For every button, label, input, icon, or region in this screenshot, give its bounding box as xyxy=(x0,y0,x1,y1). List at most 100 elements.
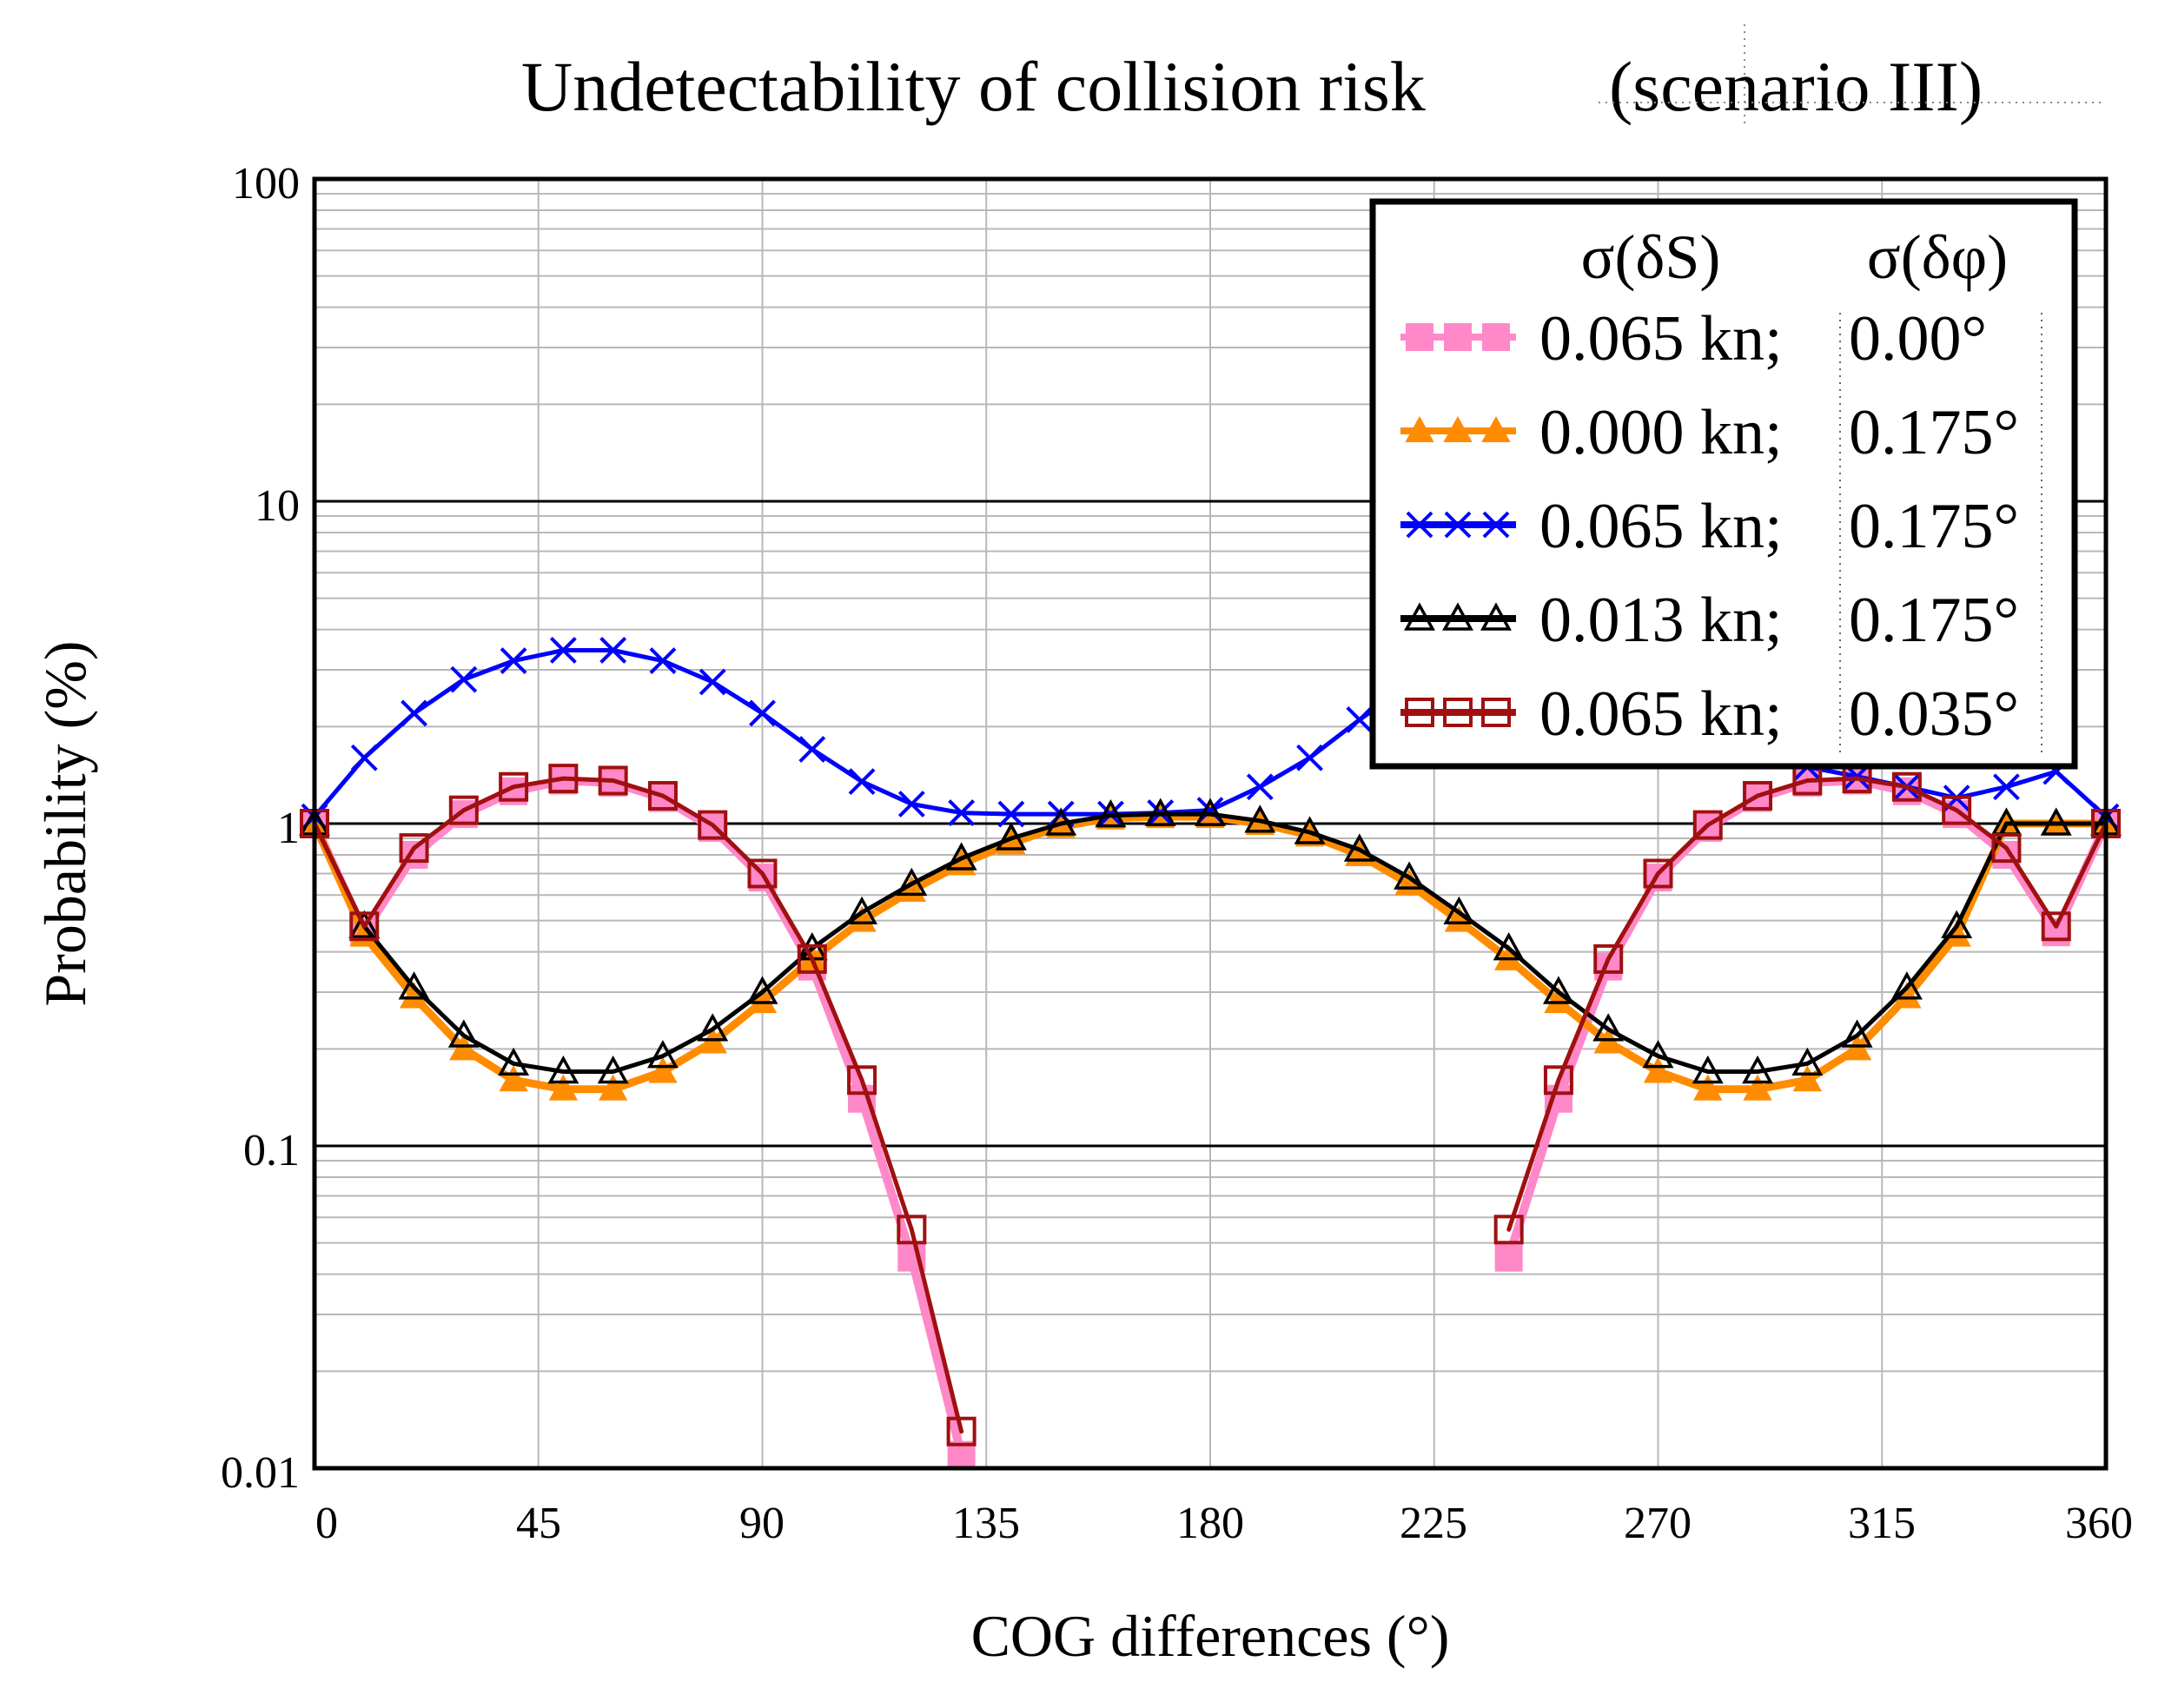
data-point-marker xyxy=(747,858,778,889)
data-point-marker xyxy=(547,1055,579,1084)
legend-label-heading: 0.035° xyxy=(1849,679,2019,750)
legend-entry: 0.000 kn; 0.175° xyxy=(1400,397,2019,468)
data-point-marker xyxy=(848,768,876,796)
data-point-marker xyxy=(1891,771,1922,802)
data-point-marker xyxy=(1692,1055,1724,1084)
data-point-marker xyxy=(598,1074,628,1101)
data-point-marker xyxy=(648,1056,678,1083)
data-point-marker xyxy=(1444,511,1472,539)
legend-header-heading: σ(δφ) xyxy=(1867,222,2008,292)
y-tick-label: 0.1 xyxy=(243,1126,300,1175)
data-point-marker xyxy=(897,1243,926,1272)
x-tick-label: 360 xyxy=(2065,1499,2133,1548)
legend-label-speed: 0.065 kn; xyxy=(1539,679,1783,750)
data-point-marker xyxy=(1246,773,1274,801)
data-point-marker xyxy=(399,833,429,864)
data-point-marker xyxy=(1941,910,1973,939)
x-tick-label: 225 xyxy=(1400,1499,1467,1548)
y-tick-label: 0.01 xyxy=(221,1448,300,1498)
data-point-marker xyxy=(1443,698,1473,727)
data-point-marker xyxy=(945,842,977,871)
data-point-marker xyxy=(1991,833,2022,864)
data-point-marker xyxy=(798,736,826,763)
x-tick-label: 315 xyxy=(1848,1499,1916,1548)
legend: σ(δS) σ(δφ) 0.065 kn; 0.00° 0.000 kn; 0.175… xyxy=(1369,198,2078,770)
data-point-marker xyxy=(1443,415,1473,442)
data-point-marker xyxy=(897,791,925,818)
legend-entry: 0.013 kn; 0.175° xyxy=(1400,585,2019,656)
data-point-marker xyxy=(1494,1243,1523,1272)
data-point-marker xyxy=(350,744,378,771)
data-point-marker xyxy=(997,800,1025,828)
data-point-marker xyxy=(797,943,827,974)
data-point-marker xyxy=(1742,1055,1774,1084)
data-point-marker xyxy=(846,896,878,925)
data-point-marker xyxy=(946,1416,977,1447)
legend-label-heading: 0.175° xyxy=(1849,397,2019,468)
legend-label-speed: 0.000 kn; xyxy=(1539,397,1783,468)
data-point-marker xyxy=(847,1065,877,1096)
legend-label-heading: 0.175° xyxy=(1849,491,2019,562)
data-point-marker xyxy=(1095,799,1127,828)
data-point-marker xyxy=(649,647,677,675)
data-point-marker xyxy=(1643,1056,1673,1083)
data-point-marker xyxy=(1444,323,1472,351)
data-point-marker xyxy=(1743,1074,1772,1101)
legend-label-heading: 0.00° xyxy=(1849,303,1987,374)
data-point-marker xyxy=(1406,511,1433,539)
data-point-marker xyxy=(1394,861,1426,890)
legend-label-speed: 0.013 kn; xyxy=(1539,585,1783,656)
data-point-marker xyxy=(499,771,529,802)
y-tick-label: 10 xyxy=(255,481,300,531)
data-point-marker xyxy=(1346,706,1374,733)
data-point-marker xyxy=(1442,602,1473,631)
legend-box xyxy=(1369,198,2078,770)
data-point-marker xyxy=(1791,1047,1824,1076)
data-point-marker xyxy=(1244,804,1276,833)
data-point-marker xyxy=(1642,1039,1674,1069)
x-tick-label: 180 xyxy=(1176,1499,1244,1548)
data-point-marker xyxy=(598,765,628,796)
data-point-marker xyxy=(1481,698,1511,727)
data-point-marker xyxy=(549,637,577,664)
data-point-marker xyxy=(1792,1065,1823,1092)
data-point-marker xyxy=(1841,1019,1873,1048)
data-point-marker xyxy=(1195,798,1226,826)
data-point-marker xyxy=(698,668,726,696)
data-point-marker xyxy=(1482,323,1510,351)
x-tick-label: 90 xyxy=(739,1499,785,1548)
data-point-marker xyxy=(447,1019,480,1048)
legend-label-heading: 0.175° xyxy=(1849,585,2019,656)
data-point-marker xyxy=(1482,511,1510,539)
data-point-marker xyxy=(499,1065,528,1092)
series-layer xyxy=(299,637,2122,1469)
data-point-marker xyxy=(1890,971,1923,1000)
data-point-marker xyxy=(1493,932,1525,961)
data-point-marker xyxy=(1144,798,1176,826)
data-point-marker xyxy=(401,699,427,727)
legend-entry: 0.065 kn; 0.035° xyxy=(1400,679,2019,750)
data-point-marker xyxy=(1405,415,1434,442)
data-point-marker xyxy=(897,1215,927,1245)
data-point-marker xyxy=(448,795,479,825)
data-point-marker xyxy=(1493,1215,1524,1245)
data-point-marker xyxy=(1481,415,1511,442)
data-point-marker xyxy=(1842,1034,1872,1061)
legend-label-speed: 0.065 kn; xyxy=(1539,303,1783,374)
data-point-marker xyxy=(599,637,627,664)
data-point-marker xyxy=(548,764,579,794)
x-axis-label: COG differences (°) xyxy=(971,1603,1450,1669)
data-point-marker xyxy=(1405,698,1434,727)
data-point-marker xyxy=(1542,976,1574,1004)
legend-entry: 0.065 kn; 0.00° xyxy=(1400,303,1987,374)
x-tick-label: 0 xyxy=(315,1499,338,1548)
data-point-marker xyxy=(1693,1074,1723,1101)
data-point-marker xyxy=(348,910,381,939)
data-point-marker xyxy=(2041,911,2071,942)
y-tick-label: 100 xyxy=(232,159,300,209)
legend-header-speed: σ(δS) xyxy=(1581,222,1721,292)
data-point-marker xyxy=(450,665,478,693)
chart-title-suffix: (scenario III) xyxy=(1609,47,1983,126)
data-point-marker xyxy=(498,1047,530,1076)
legend-label-speed: 0.065 kn; xyxy=(1539,491,1783,562)
